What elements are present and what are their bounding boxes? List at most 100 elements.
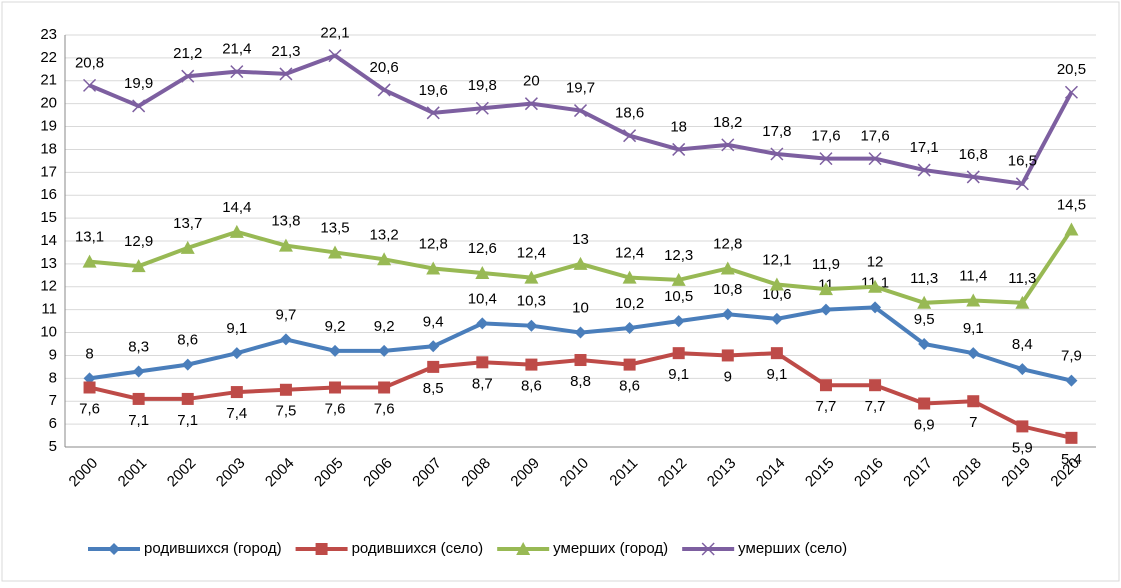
data-point xyxy=(1016,363,1029,376)
data-point xyxy=(574,326,587,339)
data-point xyxy=(1015,177,1029,191)
data-label: 7,7 xyxy=(816,398,837,415)
data-label: 10,6 xyxy=(762,286,791,303)
y-tick-label: 23 xyxy=(40,26,57,43)
data-label: 7,1 xyxy=(128,412,149,429)
data-point xyxy=(525,319,538,332)
data-point xyxy=(329,344,342,357)
data-point xyxy=(819,152,833,166)
data-label: 5,9 xyxy=(1012,439,1033,456)
data-label: 9,2 xyxy=(325,318,346,335)
data-label: 10 xyxy=(572,300,589,317)
data-label: 12,9 xyxy=(124,233,153,250)
data-label: 16,5 xyxy=(1008,153,1037,170)
data-point xyxy=(967,395,980,408)
data-point xyxy=(720,261,735,275)
data-point xyxy=(1015,295,1030,309)
data-point xyxy=(868,279,883,293)
data-point xyxy=(475,266,490,280)
data-point xyxy=(967,347,980,360)
y-tick-label: 19 xyxy=(40,118,57,135)
y-tick-label: 22 xyxy=(40,49,57,66)
data-point xyxy=(131,259,146,273)
data-point xyxy=(524,97,538,111)
data-label: 12,1 xyxy=(762,251,791,268)
data-point xyxy=(769,277,784,291)
data-point xyxy=(818,282,833,296)
data-label: 9,1 xyxy=(963,320,984,337)
data-point xyxy=(328,245,343,259)
data-label: 7,9 xyxy=(1061,348,1082,365)
data-point xyxy=(868,152,882,166)
data-label: 7,6 xyxy=(374,400,395,417)
data-label: 9,2 xyxy=(374,318,395,335)
data-point xyxy=(966,293,981,307)
data-label: 10,4 xyxy=(468,290,497,307)
y-tick-label: 21 xyxy=(40,72,57,89)
y-tick-label: 6 xyxy=(49,415,57,432)
data-point xyxy=(623,129,637,143)
data-label: 8,3 xyxy=(128,338,149,355)
data-point xyxy=(672,315,685,328)
y-tick-label: 5 xyxy=(49,438,57,455)
legend-marker xyxy=(108,543,120,555)
data-label: 8,8 xyxy=(570,373,591,390)
y-tick-label: 20 xyxy=(40,95,57,112)
data-label: 11,9 xyxy=(812,256,840,273)
data-label: 11,3 xyxy=(1008,270,1036,287)
legend-label: родившихся (город) xyxy=(144,540,282,557)
data-label: 14,5 xyxy=(1057,197,1086,214)
data-label: 9,5 xyxy=(914,311,935,328)
data-point xyxy=(83,372,96,385)
data-label: 14,4 xyxy=(222,199,251,216)
data-point xyxy=(427,340,440,353)
data-label: 21,3 xyxy=(271,43,300,60)
data-point xyxy=(426,106,440,120)
data-point xyxy=(623,358,636,371)
data-point xyxy=(770,147,784,161)
data-label: 7,6 xyxy=(325,400,346,417)
data-point xyxy=(869,301,882,314)
data-label: 8,4 xyxy=(1012,336,1033,353)
data-label: 9,1 xyxy=(766,366,787,383)
data-label: 20,8 xyxy=(75,54,104,71)
y-tick-label: 8 xyxy=(49,369,57,386)
y-tick-label: 10 xyxy=(40,324,57,341)
y-tick-label: 15 xyxy=(40,209,57,226)
data-point xyxy=(329,381,342,394)
data-label: 12,8 xyxy=(713,235,742,252)
data-point xyxy=(819,379,832,392)
data-label: 12,6 xyxy=(468,240,497,257)
data-point xyxy=(574,354,587,367)
data-point xyxy=(82,254,97,268)
data-label: 17,1 xyxy=(910,139,939,156)
legend-label: родившихся (село) xyxy=(352,540,484,557)
data-point xyxy=(770,312,783,325)
data-label: 12,4 xyxy=(517,245,546,262)
data-point xyxy=(525,358,538,371)
data-label: 13,5 xyxy=(320,219,349,236)
data-label: 12,8 xyxy=(419,235,448,252)
data-label: 18 xyxy=(670,118,687,135)
data-point xyxy=(966,170,980,184)
data-point xyxy=(427,360,440,373)
y-tick-label: 7 xyxy=(49,392,57,409)
data-label: 19,7 xyxy=(566,80,595,97)
data-point xyxy=(721,138,735,152)
data-label: 20,5 xyxy=(1057,61,1086,78)
data-point xyxy=(377,83,391,97)
data-label: 8,6 xyxy=(177,332,198,349)
data-label: 10,2 xyxy=(615,295,644,312)
data-label: 7,4 xyxy=(226,405,247,422)
data-label: 20 xyxy=(523,73,540,90)
data-point xyxy=(378,381,391,394)
data-point xyxy=(475,101,489,115)
data-label: 8,6 xyxy=(521,378,542,395)
data-label: 21,2 xyxy=(173,45,202,62)
data-point xyxy=(378,344,391,357)
data-point xyxy=(1016,420,1029,433)
data-label: 20,6 xyxy=(370,59,399,76)
data-label: 9 xyxy=(724,368,732,385)
